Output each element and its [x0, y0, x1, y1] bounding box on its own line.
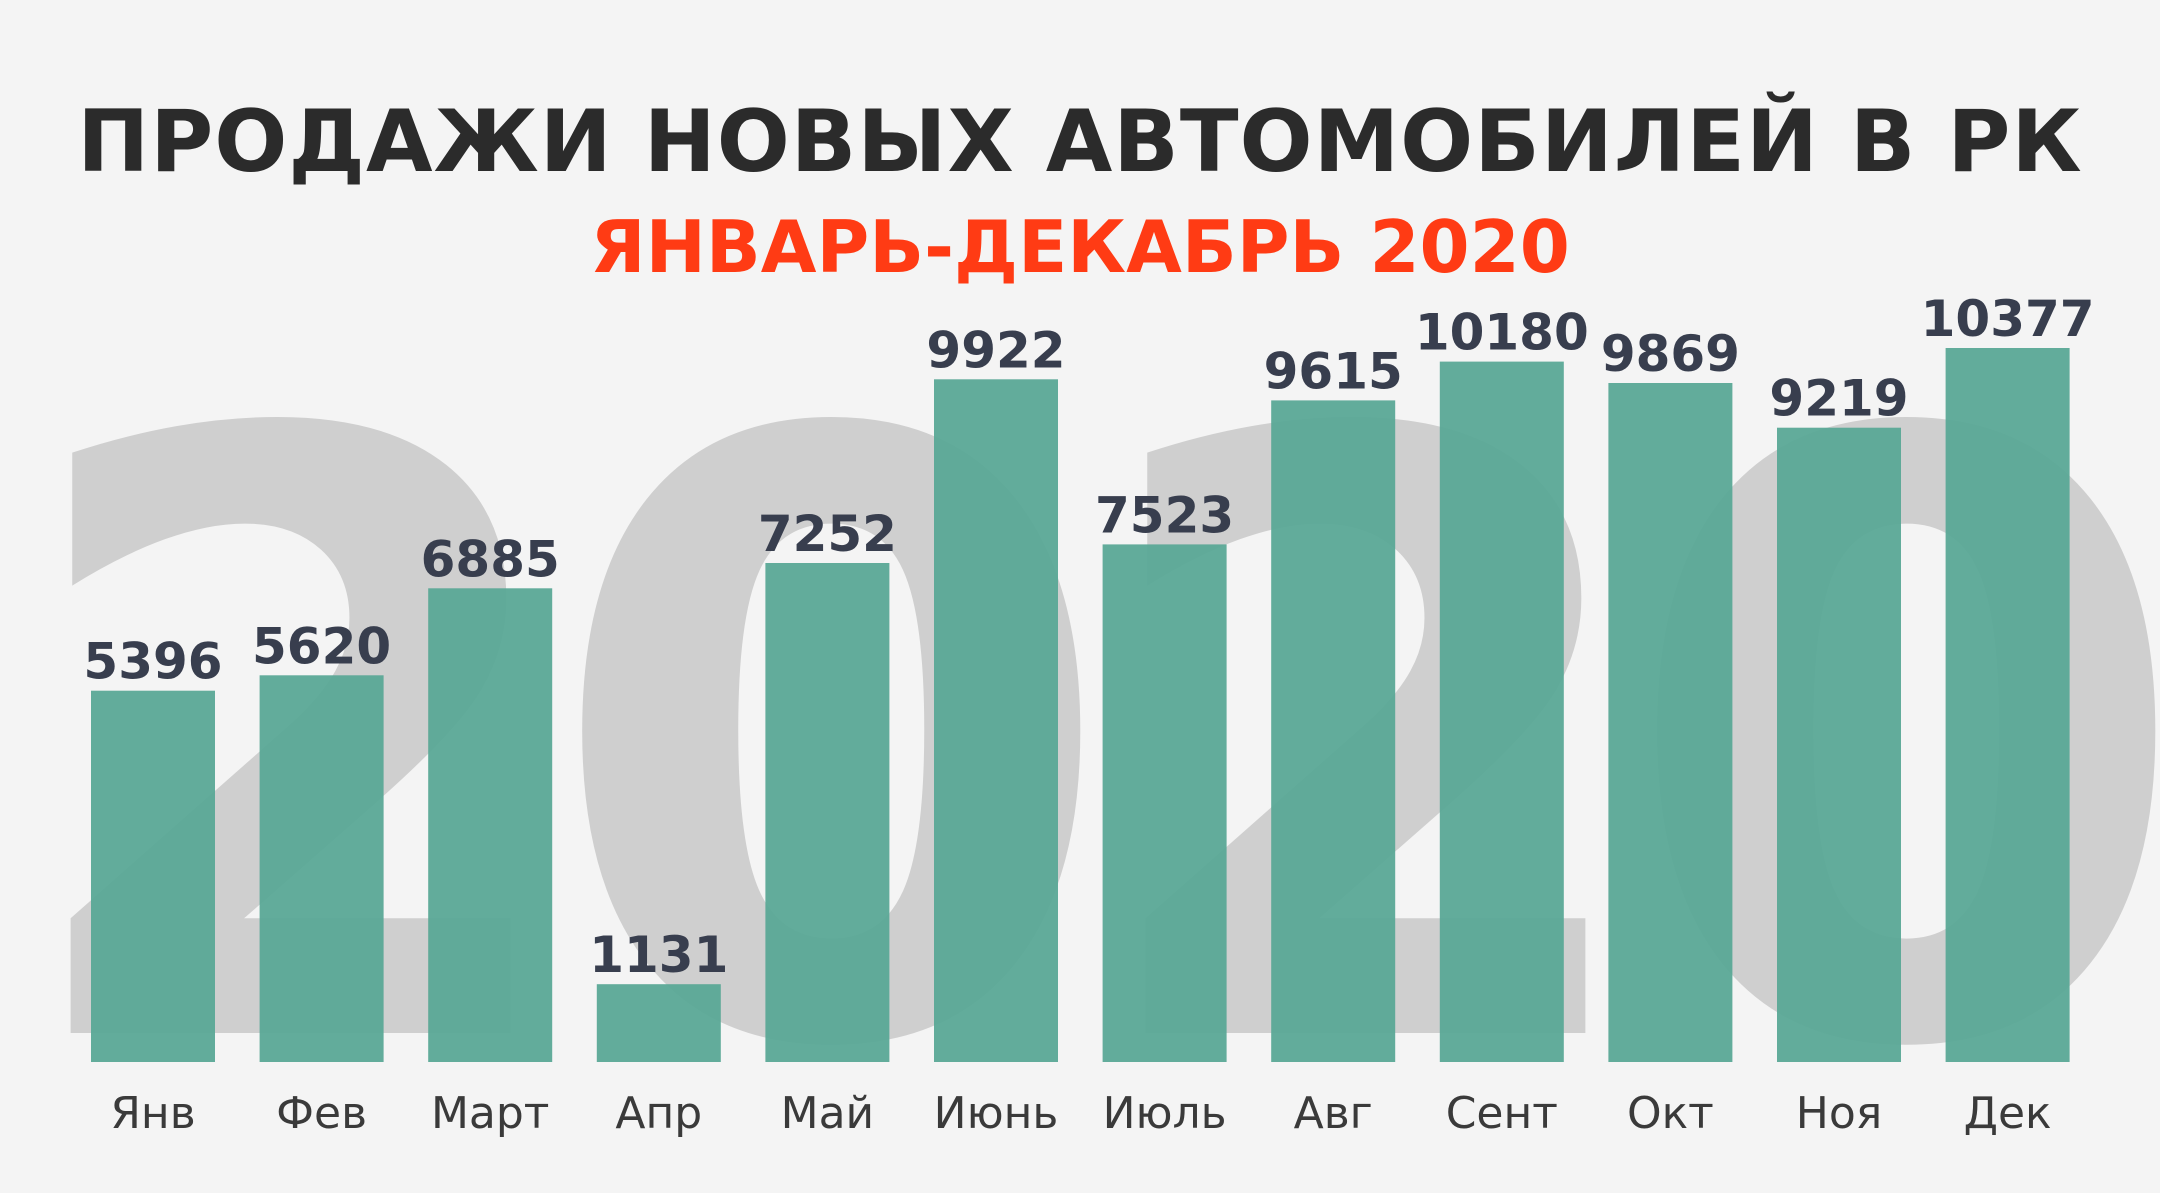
category-label-8: Авг	[1294, 1088, 1373, 1139]
value-label-3: 6885	[421, 530, 560, 588]
category-label-2: Фев	[276, 1088, 367, 1139]
bars-layer	[91, 348, 2070, 1063]
category-label-9: Сент	[1446, 1088, 1558, 1139]
bar-8	[1271, 400, 1396, 1062]
bar-1	[91, 690, 215, 1062]
bar-3	[428, 588, 553, 1062]
value-label-5: 7252	[758, 505, 897, 563]
value-label-10: 9869	[1601, 325, 1740, 383]
category-label-12: Дек	[1964, 1088, 2052, 1139]
value-label-6: 9922	[926, 321, 1065, 379]
bar-4	[596, 984, 721, 1062]
bar-12	[1945, 348, 2070, 1062]
bar-6	[934, 379, 1058, 1062]
category-labels-layer: Янв Фев Март Апр Май Июнь Июль Авг Сент Окт Ноя Дек	[110, 1088, 2051, 1139]
bar-2	[259, 675, 384, 1062]
bar-7	[1102, 544, 1227, 1062]
category-label-1: Янв	[110, 1088, 195, 1139]
category-label-3: Март	[431, 1088, 550, 1139]
value-label-7: 7523	[1095, 486, 1234, 544]
bar-9	[1439, 361, 1564, 1063]
value-label-12: 10377	[1921, 290, 2095, 348]
category-label-10: Окт	[1627, 1088, 1714, 1139]
value-label-1: 5396	[83, 633, 222, 691]
value-label-2: 5620	[252, 617, 391, 675]
category-label-6: Июнь	[934, 1088, 1059, 1139]
value-label-8: 9615	[1264, 342, 1403, 400]
category-label-5: Май	[781, 1088, 875, 1139]
chart-title: ПРОДАЖИ НОВЫХ АВТОМОБИЛЕЙ В РК	[77, 92, 2083, 192]
value-label-4: 1131	[589, 926, 728, 984]
value-label-11: 9219	[1769, 370, 1908, 428]
bar-5	[765, 563, 890, 1062]
value-label-9: 10180	[1415, 304, 1589, 362]
chart-subtitle: ЯНВАРЬ-ДЕКАБРЬ 2020	[590, 205, 1570, 289]
bar-10	[1608, 383, 1733, 1062]
bar-11	[1777, 427, 1901, 1062]
category-label-11: Ноя	[1796, 1088, 1882, 1139]
category-label-4: Апр	[615, 1088, 702, 1139]
category-label-7: Июль	[1103, 1088, 1227, 1139]
